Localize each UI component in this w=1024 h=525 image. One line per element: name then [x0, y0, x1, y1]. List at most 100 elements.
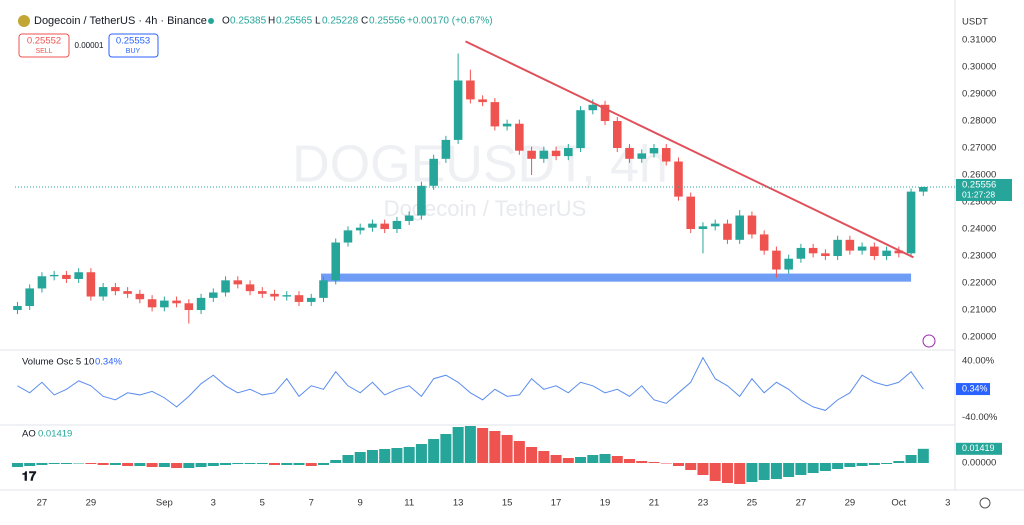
ao-bar — [330, 460, 342, 463]
watermark: DOGEUSDT, 4h — [292, 136, 668, 194]
candle-body — [74, 272, 83, 279]
candle-body — [551, 150, 561, 157]
candle-body — [821, 253, 830, 257]
y-tick-label: -40.00% — [962, 412, 998, 423]
ao-bar — [269, 463, 281, 465]
candle-body — [735, 215, 744, 240]
ao-bar — [489, 431, 501, 463]
x-tick-label: 23 — [698, 498, 709, 509]
y-tick-label: 0.21000 — [962, 305, 996, 316]
candle-body — [674, 161, 683, 197]
ao-bar — [366, 450, 378, 463]
ao-bar — [207, 463, 219, 466]
candle-body — [160, 300, 169, 308]
ao-bar — [428, 439, 440, 463]
buy-price: 0.25553 — [116, 36, 150, 47]
x-tick-label: 29 — [845, 498, 856, 509]
candle-body — [759, 234, 769, 251]
change: +0.00170 (+0.67%) — [407, 16, 493, 27]
l-label: L — [315, 16, 321, 27]
candle-body — [343, 230, 353, 243]
ao-bar — [122, 463, 134, 466]
settings-icon[interactable] — [979, 497, 991, 509]
candle-body — [527, 150, 536, 159]
y-tick-label: 40.00% — [962, 356, 995, 367]
y-tick-label: 0.31000 — [962, 35, 996, 46]
ao-bar — [636, 461, 648, 463]
candle-body — [564, 148, 573, 157]
candle-body — [13, 305, 22, 311]
x-tick-label: 17 — [551, 498, 562, 509]
candle-body — [368, 223, 377, 228]
countdown: 01:27:28 — [962, 189, 995, 199]
ao-bar — [391, 448, 403, 463]
candle-body — [710, 223, 720, 227]
candle-body — [221, 280, 230, 293]
last-price-box — [956, 179, 1012, 202]
y-tick-label: 0.25000 — [962, 197, 996, 208]
candle-body — [833, 239, 842, 257]
support-zone — [321, 273, 912, 282]
ao-bar — [538, 451, 550, 463]
candle-body — [857, 246, 867, 251]
sell-button[interactable] — [18, 33, 70, 58]
candle-body — [355, 227, 365, 231]
x-tick-label: 27 — [37, 498, 48, 509]
ao-bar — [672, 463, 684, 466]
ao-bar — [905, 455, 917, 463]
ao-bar — [599, 454, 611, 463]
vol-osc-box — [956, 383, 990, 396]
ao-bar — [513, 441, 525, 463]
ao-bar — [783, 463, 795, 477]
buy-button[interactable] — [108, 33, 159, 58]
ao-bar — [844, 463, 856, 467]
ao-bar — [685, 463, 697, 470]
y-tick-label: 0.26000 — [962, 170, 996, 181]
candle-body — [882, 250, 891, 257]
ao-bar — [60, 463, 72, 464]
candle-body — [111, 287, 120, 292]
candle-body — [98, 287, 108, 297]
ao-bar — [281, 463, 293, 465]
buy-label: BUY — [126, 48, 141, 55]
candle-body — [466, 80, 475, 100]
ao-bar — [109, 463, 121, 465]
candle-body — [135, 293, 145, 300]
candle-body — [172, 300, 181, 304]
x-tick-label: 9 — [358, 498, 363, 509]
y-tick-label: 0.27000 — [962, 143, 996, 154]
candle-body — [245, 284, 255, 292]
candle-body — [698, 226, 708, 230]
ao-bar — [146, 463, 158, 467]
x-tick-label: 29 — [86, 498, 97, 509]
candle-body — [600, 104, 610, 122]
ao-bar — [856, 463, 868, 466]
ao-bar — [611, 456, 623, 463]
ao-bar — [624, 459, 636, 463]
ao-bar — [807, 463, 819, 473]
ao-bar — [48, 463, 60, 464]
ao-bar — [195, 463, 207, 467]
candle-body — [784, 258, 793, 270]
ao-bar — [721, 463, 733, 483]
ao-bar — [562, 458, 574, 463]
candle-body — [515, 123, 524, 151]
candle-body — [380, 223, 389, 230]
candle-body — [196, 297, 206, 311]
ao-bar — [819, 463, 831, 471]
o-label: O — [222, 16, 230, 27]
vol-osc-line — [17, 356, 924, 411]
ao-bar — [244, 463, 256, 464]
ao-bar — [697, 463, 709, 475]
watermark-sub: Dogecoin / TetherUS — [384, 196, 587, 221]
ao-bar — [171, 463, 183, 468]
candle-body — [49, 274, 59, 277]
ao-bar — [232, 463, 244, 464]
candle-body — [894, 250, 904, 254]
x-tick-label: 3 — [211, 498, 216, 509]
ao-bar — [734, 463, 746, 484]
candle-body — [25, 288, 34, 306]
y-tick-label: 0.20000 — [962, 332, 996, 343]
ao-bar — [526, 447, 538, 463]
alert-icon[interactable] — [922, 334, 936, 348]
